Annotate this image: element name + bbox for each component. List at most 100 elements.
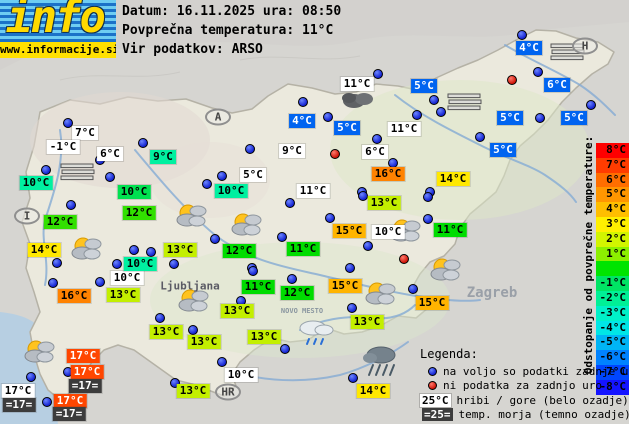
temp-label: 14°C	[356, 384, 390, 398]
scale-row: -5°C	[596, 335, 629, 351]
station-dot-available	[217, 357, 227, 367]
station-dot-available	[146, 247, 156, 257]
temp-label: 14°C	[27, 243, 61, 257]
site-link[interactable]: www.informacije.si	[0, 42, 116, 58]
station-dot-available	[66, 200, 76, 210]
temp-label: 15°C	[332, 224, 366, 238]
temp-label: 5°C	[240, 168, 266, 182]
temp-label: 11°C	[340, 77, 374, 91]
scale-row: -6°C	[596, 350, 629, 365]
temp-label: 5°C	[334, 121, 360, 135]
scale-row: -2°C	[596, 290, 629, 306]
temp-label: 13°C	[247, 330, 281, 344]
scale-row: 8°C	[596, 143, 629, 158]
temp-label: 13°C	[350, 315, 384, 329]
sun-cloud-icon	[175, 288, 211, 316]
station-dot-available	[429, 95, 439, 105]
scale-row: -8°C	[596, 379, 629, 395]
station-dot-available	[155, 313, 165, 323]
temp-label: 17°C	[70, 365, 104, 379]
scale-row: -7°C	[596, 364, 629, 380]
dark-cloud-icon	[341, 89, 375, 113]
legend-item: na voljo so podatki zadnje ure	[420, 364, 629, 379]
scale-row: -1°C	[596, 276, 629, 291]
station-dot-available	[285, 198, 295, 208]
station-dot-available	[363, 241, 373, 251]
station-dot-available	[129, 245, 139, 255]
temp-label: 10°C	[117, 185, 151, 199]
legend-blue-dot	[428, 366, 437, 376]
station-dot-available	[408, 284, 418, 294]
sun-cloud-icon	[427, 257, 463, 285]
temp-label: =17=	[68, 379, 102, 393]
legend-item-text: temp. morja (temno ozadje)	[458, 408, 629, 422]
city-label: Ljubljana	[160, 279, 220, 293]
station-dot-available	[277, 232, 287, 242]
station-dot-available	[105, 172, 115, 182]
temp-label: 15°C	[328, 279, 362, 293]
station-dot-available	[475, 132, 485, 142]
station-dot-available	[169, 259, 179, 269]
legend-item-text: na voljo so podatki zadnje ure	[443, 364, 629, 378]
station-dot-available	[63, 118, 73, 128]
station-dot-available	[280, 344, 290, 354]
temp-label: 11°C	[241, 280, 275, 294]
legend-item-text: hribi / gore (belo ozadje)	[456, 393, 629, 407]
temp-label: 17°C	[1, 384, 35, 398]
temp-label: 10°C	[371, 225, 405, 239]
avg-temp-line: Povprečna temperatura: 11°C	[122, 23, 334, 38]
legend: Legenda: na voljo so podatki zadnje ure n…	[420, 347, 629, 422]
temp-label: -1°C	[46, 140, 80, 154]
temp-label: 5°C	[490, 143, 516, 157]
scale-row: -3°C	[596, 305, 629, 321]
legend-white-box: 25°C	[420, 393, 451, 407]
station-dot-available	[245, 144, 255, 154]
temperature-deviation-scale: 8°C 7°C 6°C 5°C 4°C 3°C 2°C 1°C -1°C -2°C -3°C -4°C…	[596, 143, 629, 395]
temp-label: 6°C	[544, 78, 570, 92]
station-dot-available	[325, 213, 335, 223]
temp-label: 13°C	[163, 243, 197, 257]
station-dot-available	[423, 192, 433, 202]
station-dot-available	[373, 69, 383, 79]
temp-label: 12°C	[222, 244, 256, 258]
sun-cloud-icon	[68, 236, 104, 264]
station-dot-available	[41, 165, 51, 175]
station-dot-available	[248, 266, 258, 276]
temp-label: 12°C	[122, 206, 156, 220]
legend-title: Legenda:	[420, 347, 478, 361]
scale-row: 3°C	[596, 216, 629, 232]
temp-label: 16°C	[57, 289, 91, 303]
station-dot-available	[535, 113, 545, 123]
station-dot-missing	[330, 149, 340, 159]
logo-text: info	[6, 0, 106, 43]
country-marker-h: H	[572, 37, 598, 55]
sun-cloud-icon	[173, 203, 209, 231]
temp-label: 10°C	[110, 271, 144, 285]
temp-label: 11°C	[286, 242, 320, 256]
sun-cloud-icon	[228, 212, 264, 240]
legend-dark-box: =25=	[422, 408, 453, 422]
fog-icon	[60, 163, 96, 189]
country-marker-a: A	[205, 108, 231, 126]
scale-row: 4°C	[596, 202, 629, 217]
temp-label: 4°C	[516, 41, 542, 55]
rain-cloud-icon	[295, 320, 335, 352]
station-dot-available	[436, 107, 446, 117]
temp-label: 11°C	[296, 184, 330, 198]
site-logo[interactable]: info www.informacije.si	[0, 0, 116, 58]
temp-label: 17°C	[53, 394, 87, 408]
temp-label: 6°C	[362, 145, 388, 159]
country-marker-i: I	[14, 207, 40, 225]
temp-label: =17=	[2, 398, 36, 412]
date-time-line: Datum: 16.11.2025 ura: 08:50	[122, 4, 342, 19]
temp-label: 13°C	[220, 304, 254, 318]
legend-item-text: ni podatka za zadnjo uro	[443, 379, 602, 393]
station-dot-available	[217, 171, 227, 181]
legend-item: ni podatka za zadnjo uro	[420, 379, 629, 394]
heavy-rain-icon	[361, 346, 401, 382]
temp-label: 7°C	[72, 126, 98, 140]
station-dot-available	[586, 100, 596, 110]
station-dot-available	[423, 214, 433, 224]
scale-row: -4°C	[596, 320, 629, 336]
